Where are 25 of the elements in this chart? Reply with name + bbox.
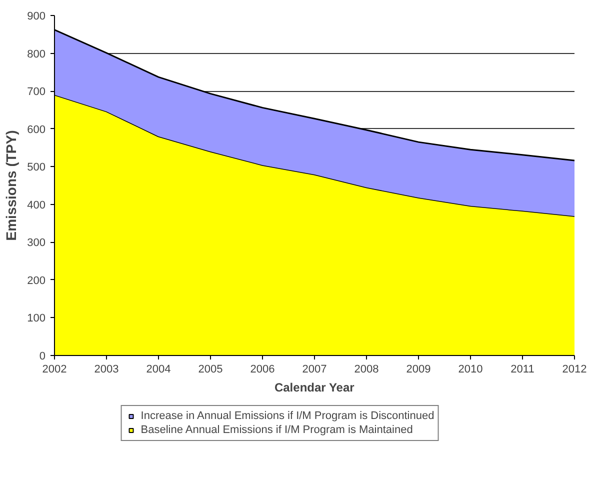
y-tick-label: 300 [27,237,46,250]
x-tick-label: 2012 [562,364,587,376]
legend-label: Baseline Annual Emissions if I/M Program is Maintained [140,424,413,436]
y-tick-label: 700 [27,86,46,98]
y-tick-label: 500 [27,162,46,174]
x-tick-label: 2005 [198,364,223,376]
y-tick-label: 600 [27,124,46,136]
x-tick-label: 2006 [250,364,275,376]
x-tick-label: 2010 [458,364,483,376]
y-tick-label: 400 [27,199,46,212]
x-tick-label: 2009 [406,364,431,376]
legend-label: Increase in Annual Emissions if I/M Program is Discontinued [140,410,434,422]
y-axis-title: Emissions (TPY) [3,130,20,241]
x-tick-label: 2002 [42,364,67,376]
y-tick-label: 100 [27,312,46,325]
x-tick-label: 2004 [146,364,171,376]
x-tick-label: 2007 [302,364,327,376]
x-tick-label: 2011 [510,364,534,376]
x-tick-label: 2003 [94,364,119,376]
y-tick-label: 0 [39,350,46,362]
y-tick-label: 900 [27,10,46,22]
x-tick-label: 2008 [354,364,379,376]
x-axis-title: Calendar Year [274,380,355,394]
y-tick-label: 200 [27,274,46,287]
y-tick-label: 800 [27,48,46,60]
